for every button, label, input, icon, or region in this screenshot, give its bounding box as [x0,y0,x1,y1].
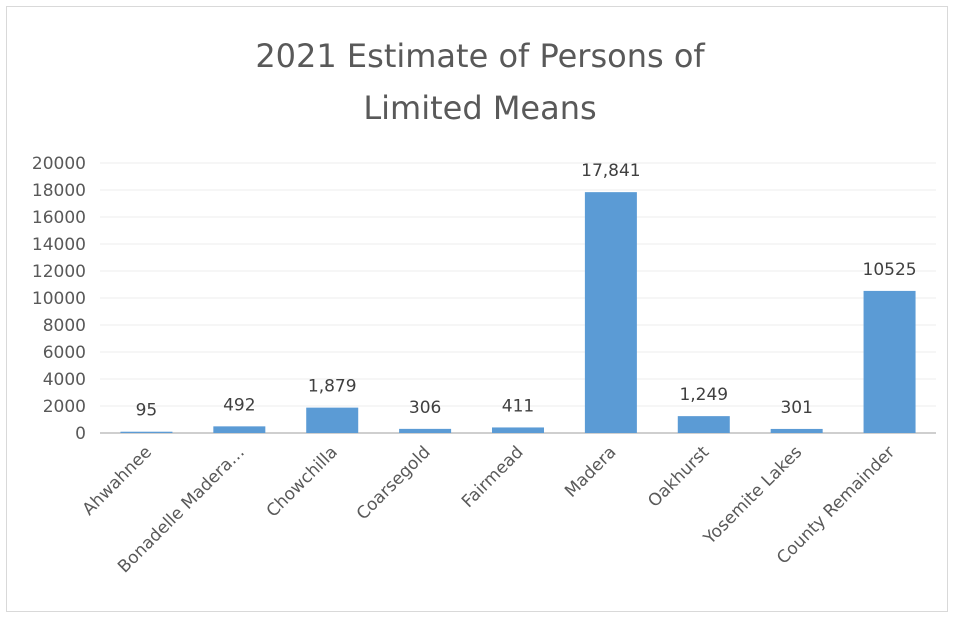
y-tick-label: 10000 [32,289,86,309]
y-tick-label: 12000 [32,262,86,282]
bar [677,416,730,433]
y-tick-label: 14000 [32,235,86,255]
bar [213,426,266,433]
category-label: Madera [561,442,620,501]
category-label: Coarsegold [353,442,435,524]
y-tick-label: 0 [75,424,86,444]
category-label: Fairmead [458,442,527,511]
category-label: Chowchilla [263,442,342,521]
data-label: 492 [223,395,255,415]
data-label: 10525 [863,260,917,280]
chart-title-text: 2021 Estimate of Persons of Limited Mean… [255,37,705,127]
bar [399,428,452,433]
y-tick-label: 20000 [32,154,86,174]
bar [770,428,823,433]
y-tick-label: 2000 [43,397,86,417]
y-tick-label: 4000 [43,370,86,390]
y-tick-label: 8000 [43,316,86,336]
y-tick-label: 16000 [32,208,86,228]
data-label: 306 [409,398,441,418]
bar [584,192,637,433]
data-label: 1,879 [308,377,357,397]
bar [863,290,916,433]
data-label: 411 [502,396,534,416]
bar [306,407,359,433]
category-label: Ahwahnee [79,442,156,519]
data-label: 17,841 [581,161,640,181]
bar [492,427,544,433]
y-tick-label: 6000 [43,343,86,363]
chart-frame [6,6,948,612]
data-label: 1,249 [679,385,728,405]
category-label: Yosemite Lakes [699,442,806,549]
category-label: Oakhurst [644,442,713,511]
y-tick-label: 18000 [32,181,86,201]
data-label: 95 [136,401,158,421]
bar [120,431,173,433]
data-label: 301 [780,398,812,418]
chart-title: 2021 Estimate of Persons of Limited Mean… [200,30,760,134]
